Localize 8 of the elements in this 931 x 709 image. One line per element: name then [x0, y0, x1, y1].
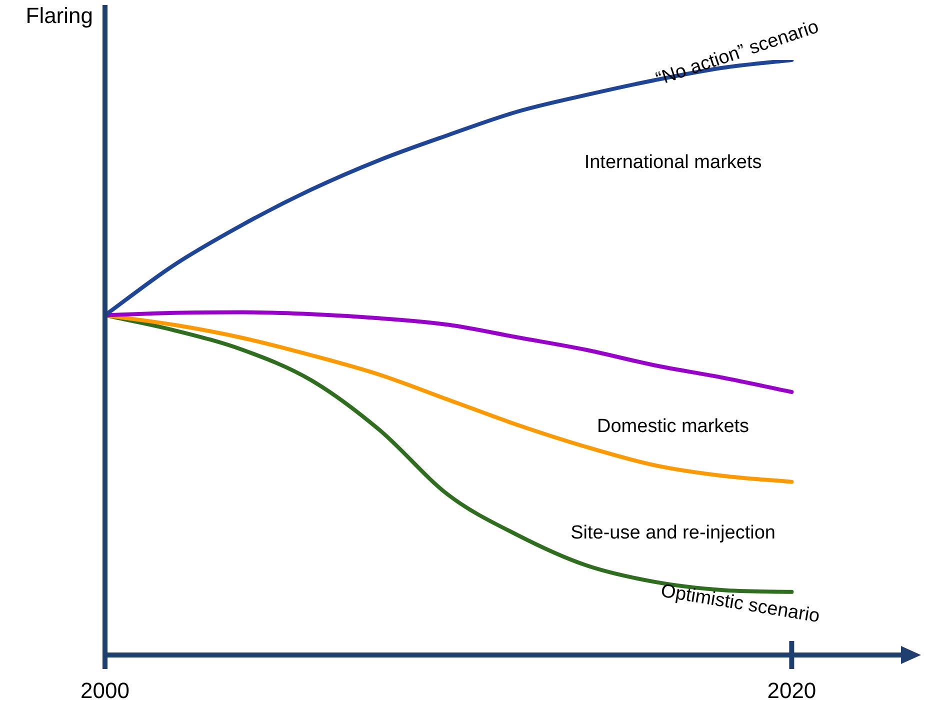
text: Optimistic scenario [659, 580, 822, 628]
annotation: Site-use and re-injection [570, 522, 776, 544]
x-tick-label: 2020 [767, 678, 816, 704]
annotation: Domestic markets [597, 416, 750, 438]
x-tick-label: 2000 [80, 678, 130, 704]
y-axis-title: Flaring [26, 3, 93, 28]
text: “No action” scenario [653, 16, 822, 90]
annotation: International markets [584, 152, 762, 173]
